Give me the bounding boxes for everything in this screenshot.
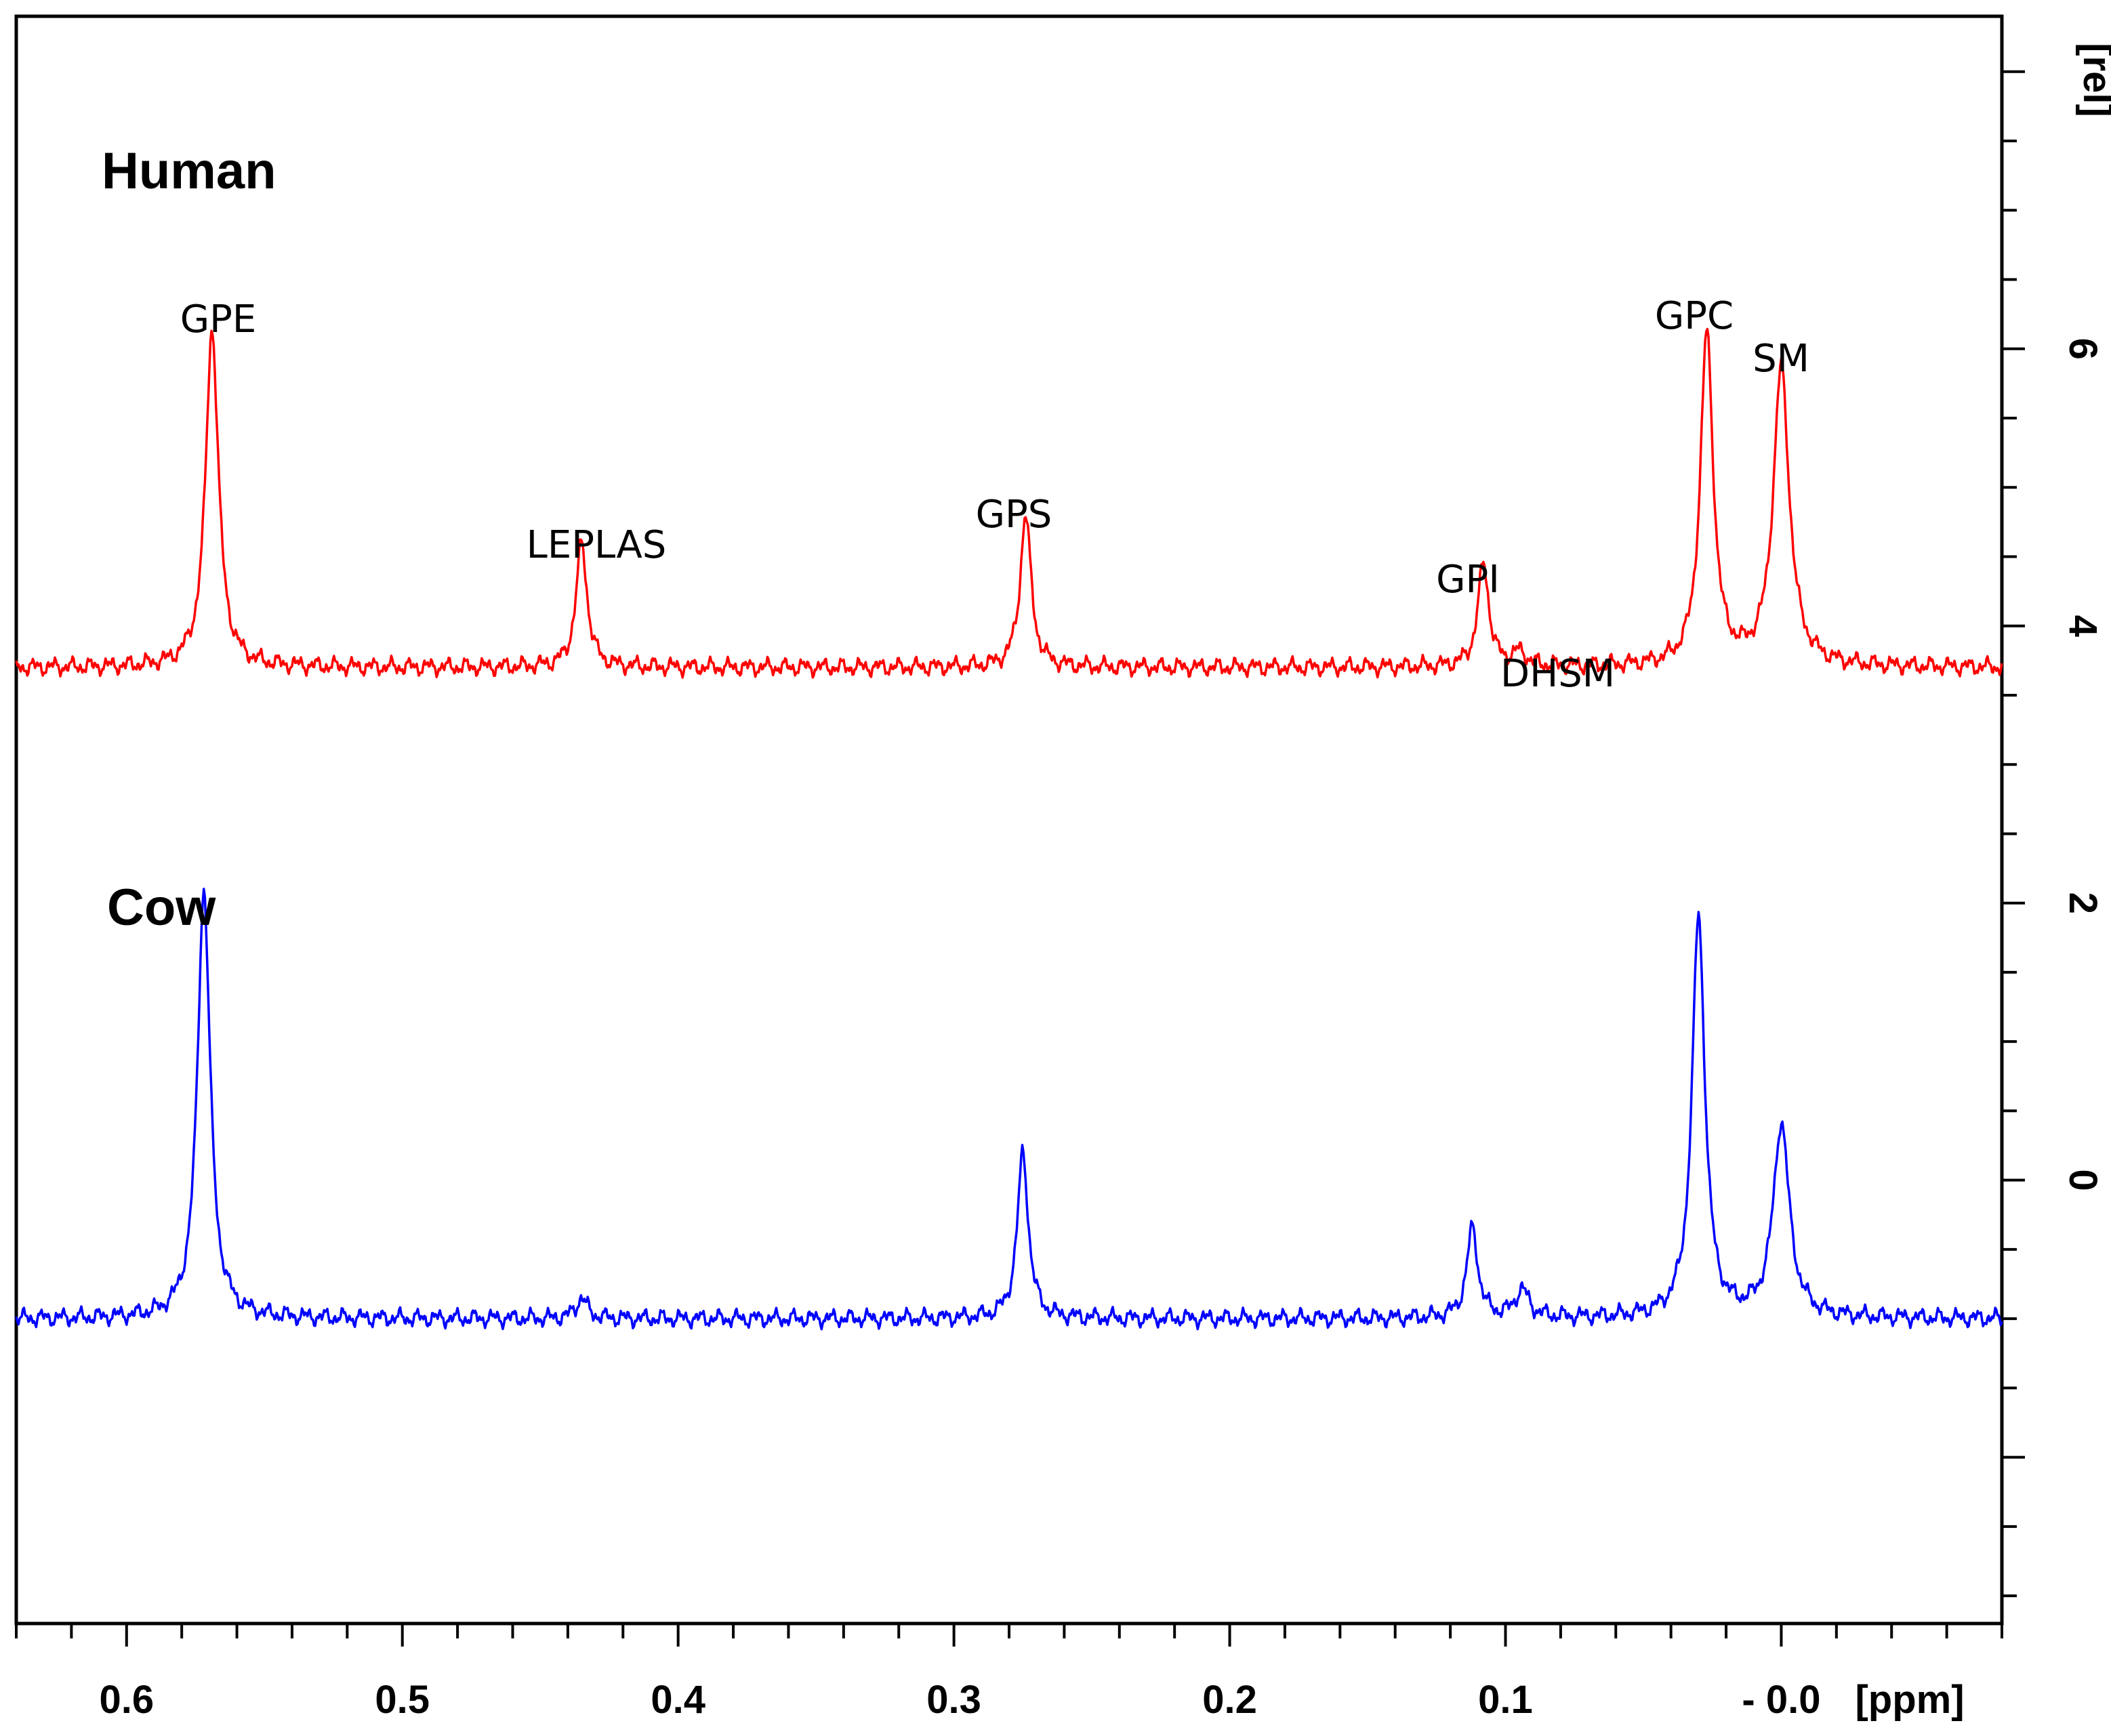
peak-label-gpc: GPC (1655, 294, 1734, 338)
x-tick-label: - 0.0 (1742, 1678, 1820, 1722)
peak-label-gps: GPS (976, 493, 1052, 537)
plot-frame (14, 14, 2004, 1626)
x-axis-unit-label: [ppm] (1855, 1678, 1964, 1722)
cow-spectrum-line (15, 888, 2003, 1331)
y-axis-unit-label: [rel] (2075, 43, 2111, 117)
x-tick-label: 0.2 (1202, 1678, 1257, 1722)
x-axis-ticks: 0.6 0.5 0.4 0.3 0.2 0.1 - 0.0 (15, 1624, 2003, 1722)
cow-label: Cow (107, 879, 216, 936)
x-tick-label: 0.5 (375, 1678, 430, 1722)
x-tick-label: 0.4 (651, 1678, 705, 1722)
y-tick-label: 0 (2061, 1170, 2105, 1191)
human-label: Human (102, 142, 276, 200)
human-spectrum-line (15, 327, 2003, 679)
peak-label-sm: SM (1753, 337, 1809, 381)
peak-label-gpe: GPE (180, 297, 257, 342)
y-tick-label: 6 (2061, 338, 2105, 360)
x-tick-label: 0.6 (99, 1678, 154, 1722)
y-tick-label: 4 (2061, 615, 2105, 637)
y-tick-label: 2 (2061, 892, 2105, 914)
peak-label-dhsm: DHSM (1500, 652, 1615, 696)
x-tick-label: 0.1 (1478, 1678, 1533, 1722)
peak-label-gpi: GPI (1436, 558, 1500, 602)
x-tick-label: 0.3 (926, 1678, 981, 1722)
peak-label-leplas: LEPLAS (527, 523, 667, 567)
y-axis-ticks: 0 2 4 6 (2002, 70, 2105, 1598)
